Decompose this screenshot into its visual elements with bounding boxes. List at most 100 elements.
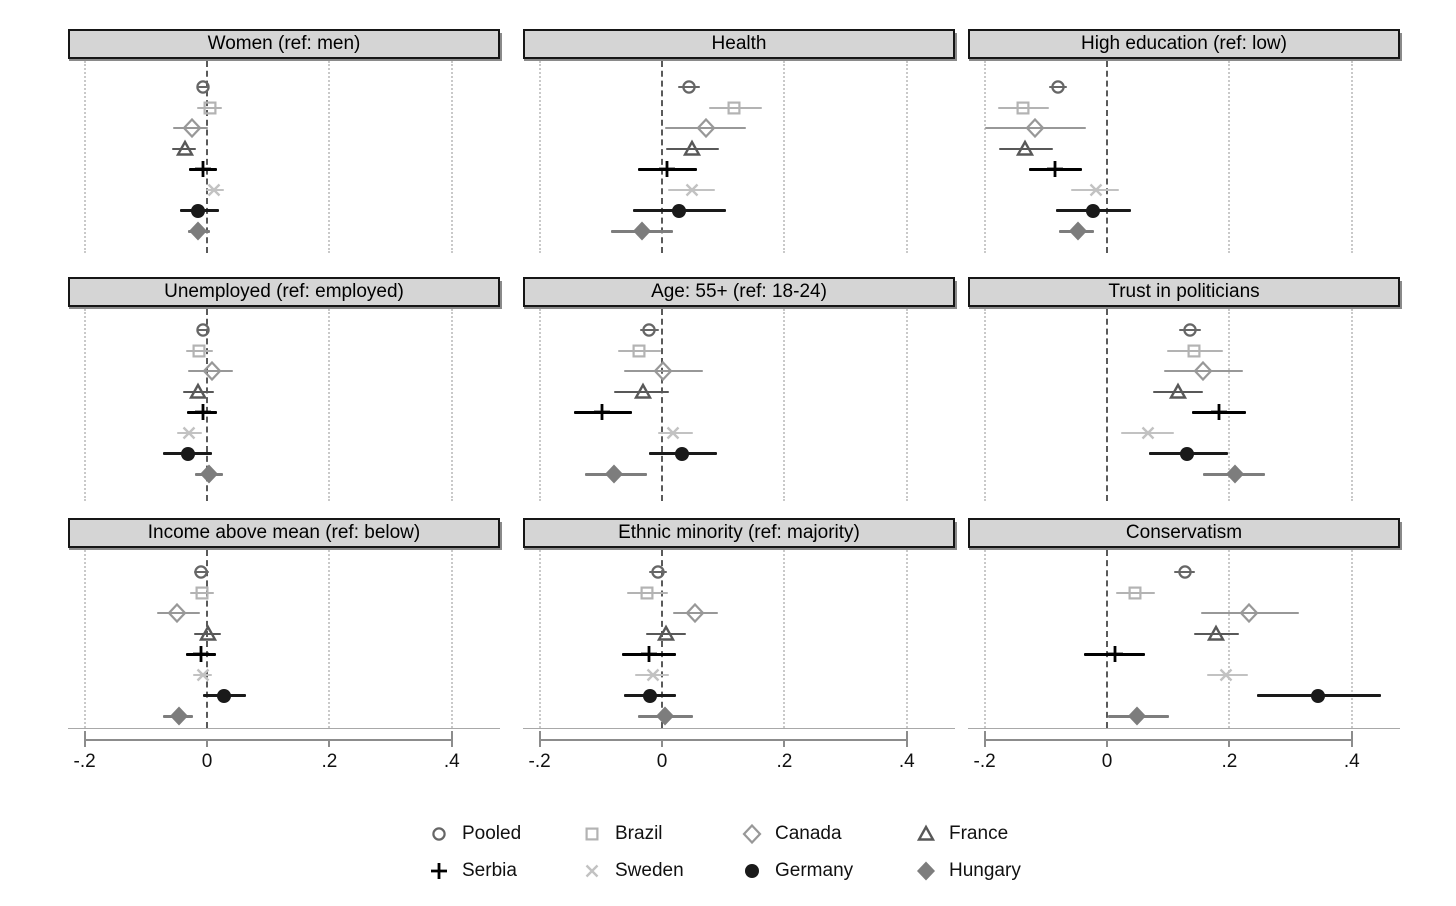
ci-line-france bbox=[614, 390, 669, 394]
ci-line-pooled bbox=[196, 329, 210, 331]
ci-line-canada bbox=[157, 612, 200, 615]
x-axis-tick bbox=[1106, 739, 1108, 747]
x-axis-line bbox=[538, 739, 906, 741]
ci-line-pooled bbox=[639, 329, 660, 331]
x-axis-endcap bbox=[450, 731, 453, 739]
x-gridline bbox=[1350, 550, 1353, 728]
marker-france bbox=[633, 382, 652, 399]
x-gridline bbox=[538, 309, 541, 501]
marker-canada bbox=[202, 361, 222, 382]
zero-reference-line bbox=[1106, 309, 1108, 501]
marker-pooled bbox=[1178, 565, 1192, 579]
x-axis-endcap bbox=[983, 731, 986, 739]
marker-germany bbox=[216, 688, 231, 703]
marker-brazil bbox=[203, 101, 217, 115]
legend-item-serbia: Serbia bbox=[428, 860, 517, 882]
x-gridline bbox=[983, 309, 986, 501]
marker-france bbox=[1168, 382, 1187, 399]
marker-hungary bbox=[1225, 464, 1244, 484]
x-gridline bbox=[983, 550, 986, 728]
x-axis-tick bbox=[905, 739, 908, 747]
plot-frame-bottom bbox=[68, 728, 500, 729]
x-gridline bbox=[538, 61, 541, 253]
plot-frame-bottom bbox=[523, 728, 955, 729]
marker-germany bbox=[1180, 446, 1195, 461]
legend-item-canada: Canada bbox=[741, 823, 842, 845]
marker-canada bbox=[696, 118, 716, 139]
x-axis-tick bbox=[1228, 739, 1231, 747]
ci-line-france bbox=[1152, 390, 1204, 394]
marker-france bbox=[683, 139, 702, 156]
x-axis-tick-label: .4 bbox=[898, 751, 915, 772]
ci-line-brazil bbox=[1115, 591, 1155, 594]
ci-line-pooled bbox=[1179, 329, 1202, 331]
ci-line-canada bbox=[188, 370, 233, 373]
zero-reference-line bbox=[1106, 61, 1108, 253]
legend-marker-france bbox=[916, 824, 936, 841]
marker-serbia bbox=[640, 646, 657, 663]
x-gridline bbox=[1350, 309, 1353, 501]
ci-line-pooled bbox=[193, 571, 210, 573]
ci-line-france bbox=[193, 632, 221, 636]
x-gridline bbox=[905, 309, 908, 501]
x-gridline bbox=[1228, 550, 1231, 728]
panel-title: High education (ref: low) bbox=[968, 29, 1400, 59]
panel-plot-area bbox=[523, 550, 955, 728]
x-axis-tick-label: -.2 bbox=[73, 751, 96, 772]
marker-france bbox=[188, 382, 208, 399]
marker-serbia bbox=[1046, 161, 1063, 178]
marker-serbia bbox=[1210, 404, 1227, 421]
marker-pooled bbox=[196, 323, 210, 337]
ci-line-france bbox=[645, 632, 687, 636]
ci-line-brazil bbox=[626, 591, 669, 594]
ci-line-canada bbox=[1200, 612, 1299, 615]
marker-pooled bbox=[196, 80, 210, 94]
panel-plot-area bbox=[523, 309, 955, 501]
marker-sweden bbox=[666, 426, 680, 440]
marker-france bbox=[1207, 624, 1226, 641]
x-axis-tick bbox=[538, 739, 541, 747]
panel-title: Income above mean (ref: below) bbox=[68, 518, 500, 548]
legend-label: Hungary bbox=[949, 860, 1021, 881]
x-axis-tick-label: 0 bbox=[201, 751, 213, 772]
marker-pooled bbox=[1050, 80, 1065, 94]
panel-title: Trust in politicians bbox=[968, 277, 1400, 307]
x-gridline bbox=[783, 550, 786, 728]
zero-reference-line bbox=[206, 309, 208, 501]
legend-item-brazil: Brazil bbox=[581, 823, 663, 845]
ci-line-france bbox=[172, 147, 197, 151]
ci-line-france bbox=[1194, 632, 1239, 636]
marker-canada bbox=[167, 603, 187, 624]
legend-item-france: France bbox=[915, 823, 1008, 845]
ci-line-brazil bbox=[617, 349, 661, 352]
x-gridline bbox=[783, 61, 786, 253]
panel-title: Unemployed (ref: employed) bbox=[68, 277, 500, 307]
panel-plot-area bbox=[968, 309, 1400, 501]
marker-germany bbox=[642, 688, 657, 703]
marker-pooled bbox=[651, 565, 665, 579]
x-axis-tick bbox=[328, 739, 331, 747]
marker-hungary bbox=[170, 706, 189, 726]
legend-marker-germany bbox=[745, 864, 759, 878]
ci-line-pooled bbox=[1049, 86, 1067, 88]
ci-line-france bbox=[998, 147, 1053, 151]
x-axis-tick bbox=[450, 739, 453, 747]
legend-marker-hungary bbox=[917, 861, 935, 881]
x-axis-tick-label: .2 bbox=[776, 751, 793, 772]
zero-reference-line bbox=[661, 61, 663, 253]
marker-hungary bbox=[656, 706, 675, 726]
marker-sweden bbox=[1141, 426, 1154, 440]
marker-hungary bbox=[633, 221, 652, 241]
marker-canada bbox=[653, 361, 673, 382]
marker-sweden bbox=[685, 183, 699, 197]
ci-line-pooled bbox=[1173, 571, 1195, 573]
marker-hungary bbox=[605, 464, 624, 484]
marker-brazil bbox=[632, 344, 646, 358]
panel-plot-area bbox=[68, 61, 500, 253]
x-axis-tick-label: .2 bbox=[321, 751, 338, 772]
plot-frame-bottom bbox=[968, 728, 1400, 729]
marker-germany bbox=[1310, 688, 1325, 703]
ci-line-brazil bbox=[190, 591, 214, 594]
marker-sweden bbox=[1219, 668, 1233, 682]
